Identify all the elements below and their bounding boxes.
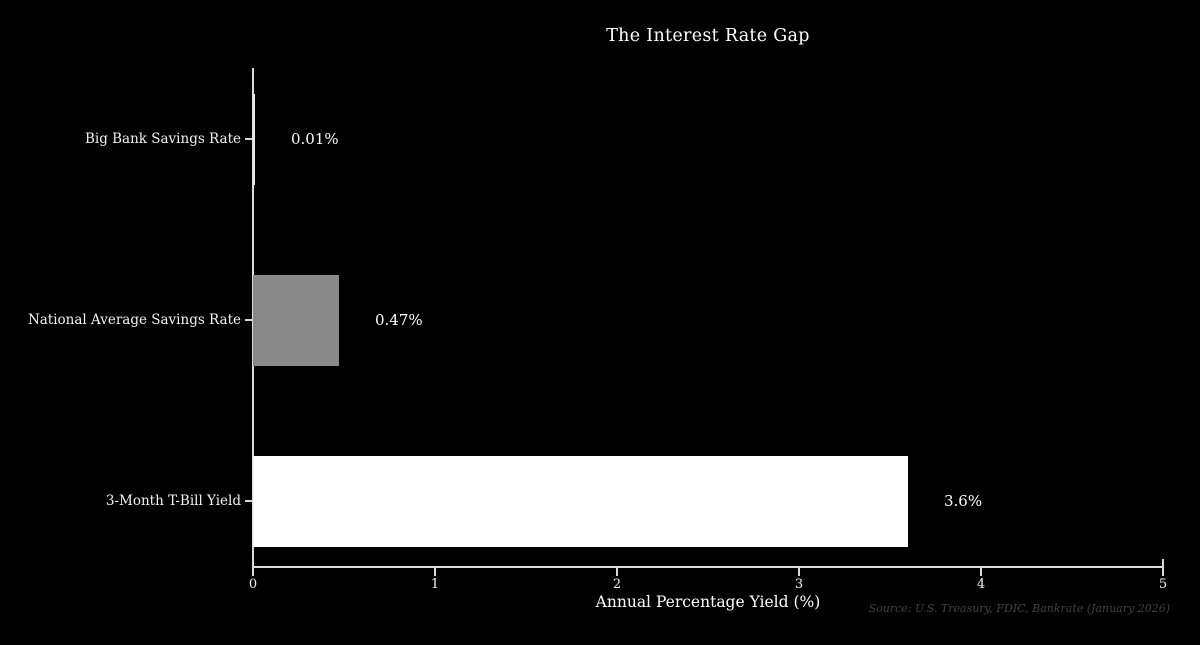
x-tick-label: 2 [612, 577, 622, 592]
bar [253, 455, 908, 547]
bar-value-label: 0.47% [375, 311, 423, 329]
x-tick-label: 3 [794, 577, 804, 592]
bar [253, 274, 339, 366]
source-note: Source: U.S. Treasury, FDIC, Bankrate (J… [868, 602, 1170, 615]
category-label: National Average Savings Rate [27, 312, 241, 328]
bar [253, 93, 255, 185]
x-tick [616, 568, 618, 576]
x-tick-label: 1 [430, 577, 440, 592]
x-tick [252, 568, 254, 576]
x-tick-label: 5 [1158, 577, 1168, 592]
y-tick [245, 319, 253, 321]
x-tick [434, 568, 436, 576]
category-label: 3-Month T-Bill Yield [105, 493, 241, 509]
y-tick [245, 500, 253, 502]
bar-value-label: 0.01% [291, 130, 339, 148]
category-label: Big Bank Savings Rate [84, 131, 241, 147]
x-tick-label: 0 [248, 577, 258, 592]
y-tick [245, 138, 253, 140]
x-tick [1162, 568, 1164, 576]
x-tick [980, 568, 982, 576]
x-axis-label: Annual Percentage Yield (%) [595, 593, 821, 611]
x-tick [798, 568, 800, 576]
x-axis-spine [252, 566, 1164, 568]
x-axis-end-notch [1162, 559, 1164, 567]
chart-title: The Interest Rate Gap [606, 26, 810, 46]
bar-value-label: 3.6% [944, 492, 983, 510]
x-tick-label: 4 [976, 577, 986, 592]
